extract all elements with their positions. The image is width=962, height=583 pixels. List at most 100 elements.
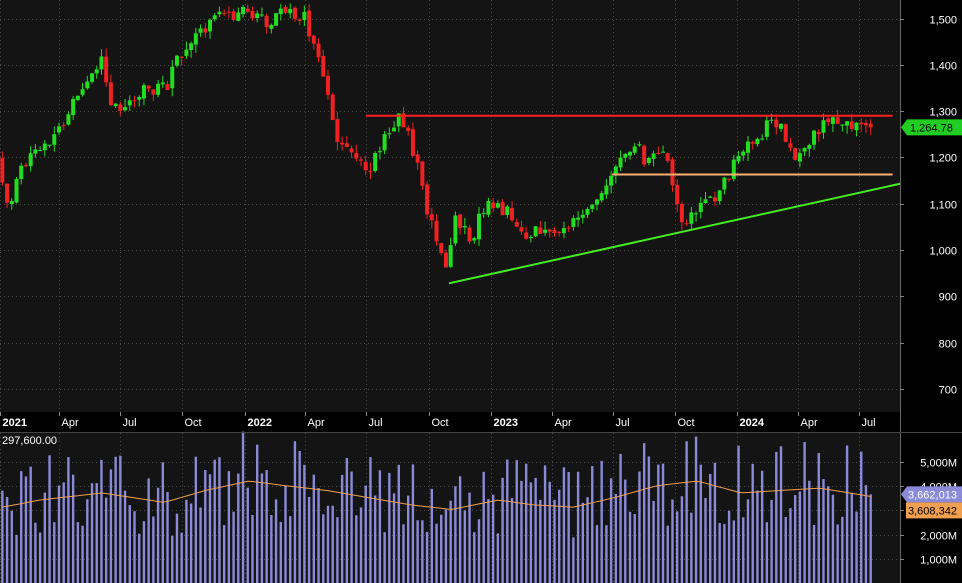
volume-bar <box>628 511 632 583</box>
candle-body <box>712 197 717 202</box>
candle-body <box>472 238 477 241</box>
candle-body <box>316 43 321 58</box>
volume-bar <box>369 457 372 583</box>
volume-bar <box>454 486 457 583</box>
volume-bar <box>109 469 113 583</box>
volume-bar <box>241 431 245 583</box>
volume-bar <box>737 445 740 583</box>
candle-body <box>377 151 382 153</box>
volume-bar <box>322 514 325 583</box>
candle-body <box>14 179 19 203</box>
candle-body <box>519 227 524 232</box>
candle-body <box>628 151 632 156</box>
candle-body <box>731 159 736 179</box>
candle-body <box>722 177 727 190</box>
volume-bar <box>543 465 547 583</box>
volume-bar <box>222 525 226 583</box>
uptrend-line <box>448 182 901 285</box>
candle-body <box>170 66 175 89</box>
price-tick-label: 800 <box>939 339 957 351</box>
volume-bar <box>760 470 764 583</box>
candle-body <box>675 184 680 205</box>
candle-body <box>840 124 845 126</box>
volume-bar <box>430 488 433 583</box>
candle-body <box>826 118 831 123</box>
candle-body <box>113 103 118 107</box>
volume-bar <box>90 483 94 583</box>
candle-body <box>56 126 61 133</box>
candle-body <box>222 12 227 14</box>
candle-body <box>594 199 599 205</box>
volume-bar <box>312 474 316 583</box>
candle-body <box>387 133 392 135</box>
volume-bar <box>378 470 382 583</box>
volume-bar <box>100 459 103 583</box>
candle-body <box>821 120 826 133</box>
volume-bar <box>425 531 429 583</box>
candle-body <box>382 134 387 151</box>
volume-bar <box>218 457 221 583</box>
candle-body <box>632 146 637 153</box>
volume-bar <box>123 490 127 583</box>
volume-bar <box>114 456 117 583</box>
candle-body <box>321 55 326 77</box>
candle-body <box>524 232 529 239</box>
volume-bar <box>713 462 717 583</box>
time-tick-label: Apr <box>801 417 818 429</box>
candle-body <box>307 10 312 37</box>
volume-bar <box>510 497 514 583</box>
volume-bar <box>775 451 778 583</box>
volume-bar <box>421 520 424 583</box>
volume-bar <box>213 459 216 583</box>
volume-bar <box>864 485 868 583</box>
candle-body <box>231 11 236 20</box>
candle-body <box>571 218 576 227</box>
volume-bar <box>355 515 358 583</box>
volume-level-label: 297,600.00 <box>2 435 57 447</box>
volume-bar <box>279 521 282 583</box>
candle-body <box>830 117 835 124</box>
volume-bar <box>520 480 523 583</box>
candle-body <box>453 215 458 244</box>
candle-body <box>576 217 581 220</box>
volume-bar <box>383 532 386 583</box>
candle-body <box>510 208 515 221</box>
volume-bar <box>671 499 674 583</box>
volume-bar <box>175 513 179 583</box>
candle-body <box>566 227 571 229</box>
volume-bar <box>487 499 490 583</box>
volume-ma-tag-shape <box>906 502 962 519</box>
candle-body <box>642 145 647 165</box>
time-tick-label: Oct <box>432 417 449 429</box>
candle-body <box>406 127 411 131</box>
volume-bar <box>246 487 249 583</box>
candle-body <box>835 117 840 124</box>
volume-bar <box>10 510 13 583</box>
volume-bar <box>57 485 61 583</box>
candle-body <box>264 15 269 28</box>
candle-body <box>670 159 675 186</box>
volume-bar <box>440 514 443 583</box>
candle-body <box>863 122 868 126</box>
volume-bar <box>326 505 330 583</box>
volume-bar <box>595 525 599 583</box>
candle-body <box>90 73 95 82</box>
volume-bar <box>20 471 23 583</box>
candle-body <box>226 11 231 13</box>
volume-bar <box>260 473 264 583</box>
time-tick-label: 2023 <box>494 417 518 429</box>
price-tick-label: 1,200 <box>929 153 957 165</box>
candle-body <box>434 220 439 242</box>
volume-bar <box>142 521 146 583</box>
candle-body <box>500 202 505 216</box>
time-tick-label: Jul <box>123 417 137 429</box>
candle-body <box>5 183 10 203</box>
candle-body <box>104 56 109 83</box>
candle-body <box>448 245 453 267</box>
volume-bar <box>817 453 820 583</box>
candle-body <box>38 149 43 151</box>
candle-body <box>236 12 241 21</box>
candle-body <box>198 28 203 33</box>
candle-body <box>764 120 769 137</box>
volume-bar <box>373 495 377 583</box>
